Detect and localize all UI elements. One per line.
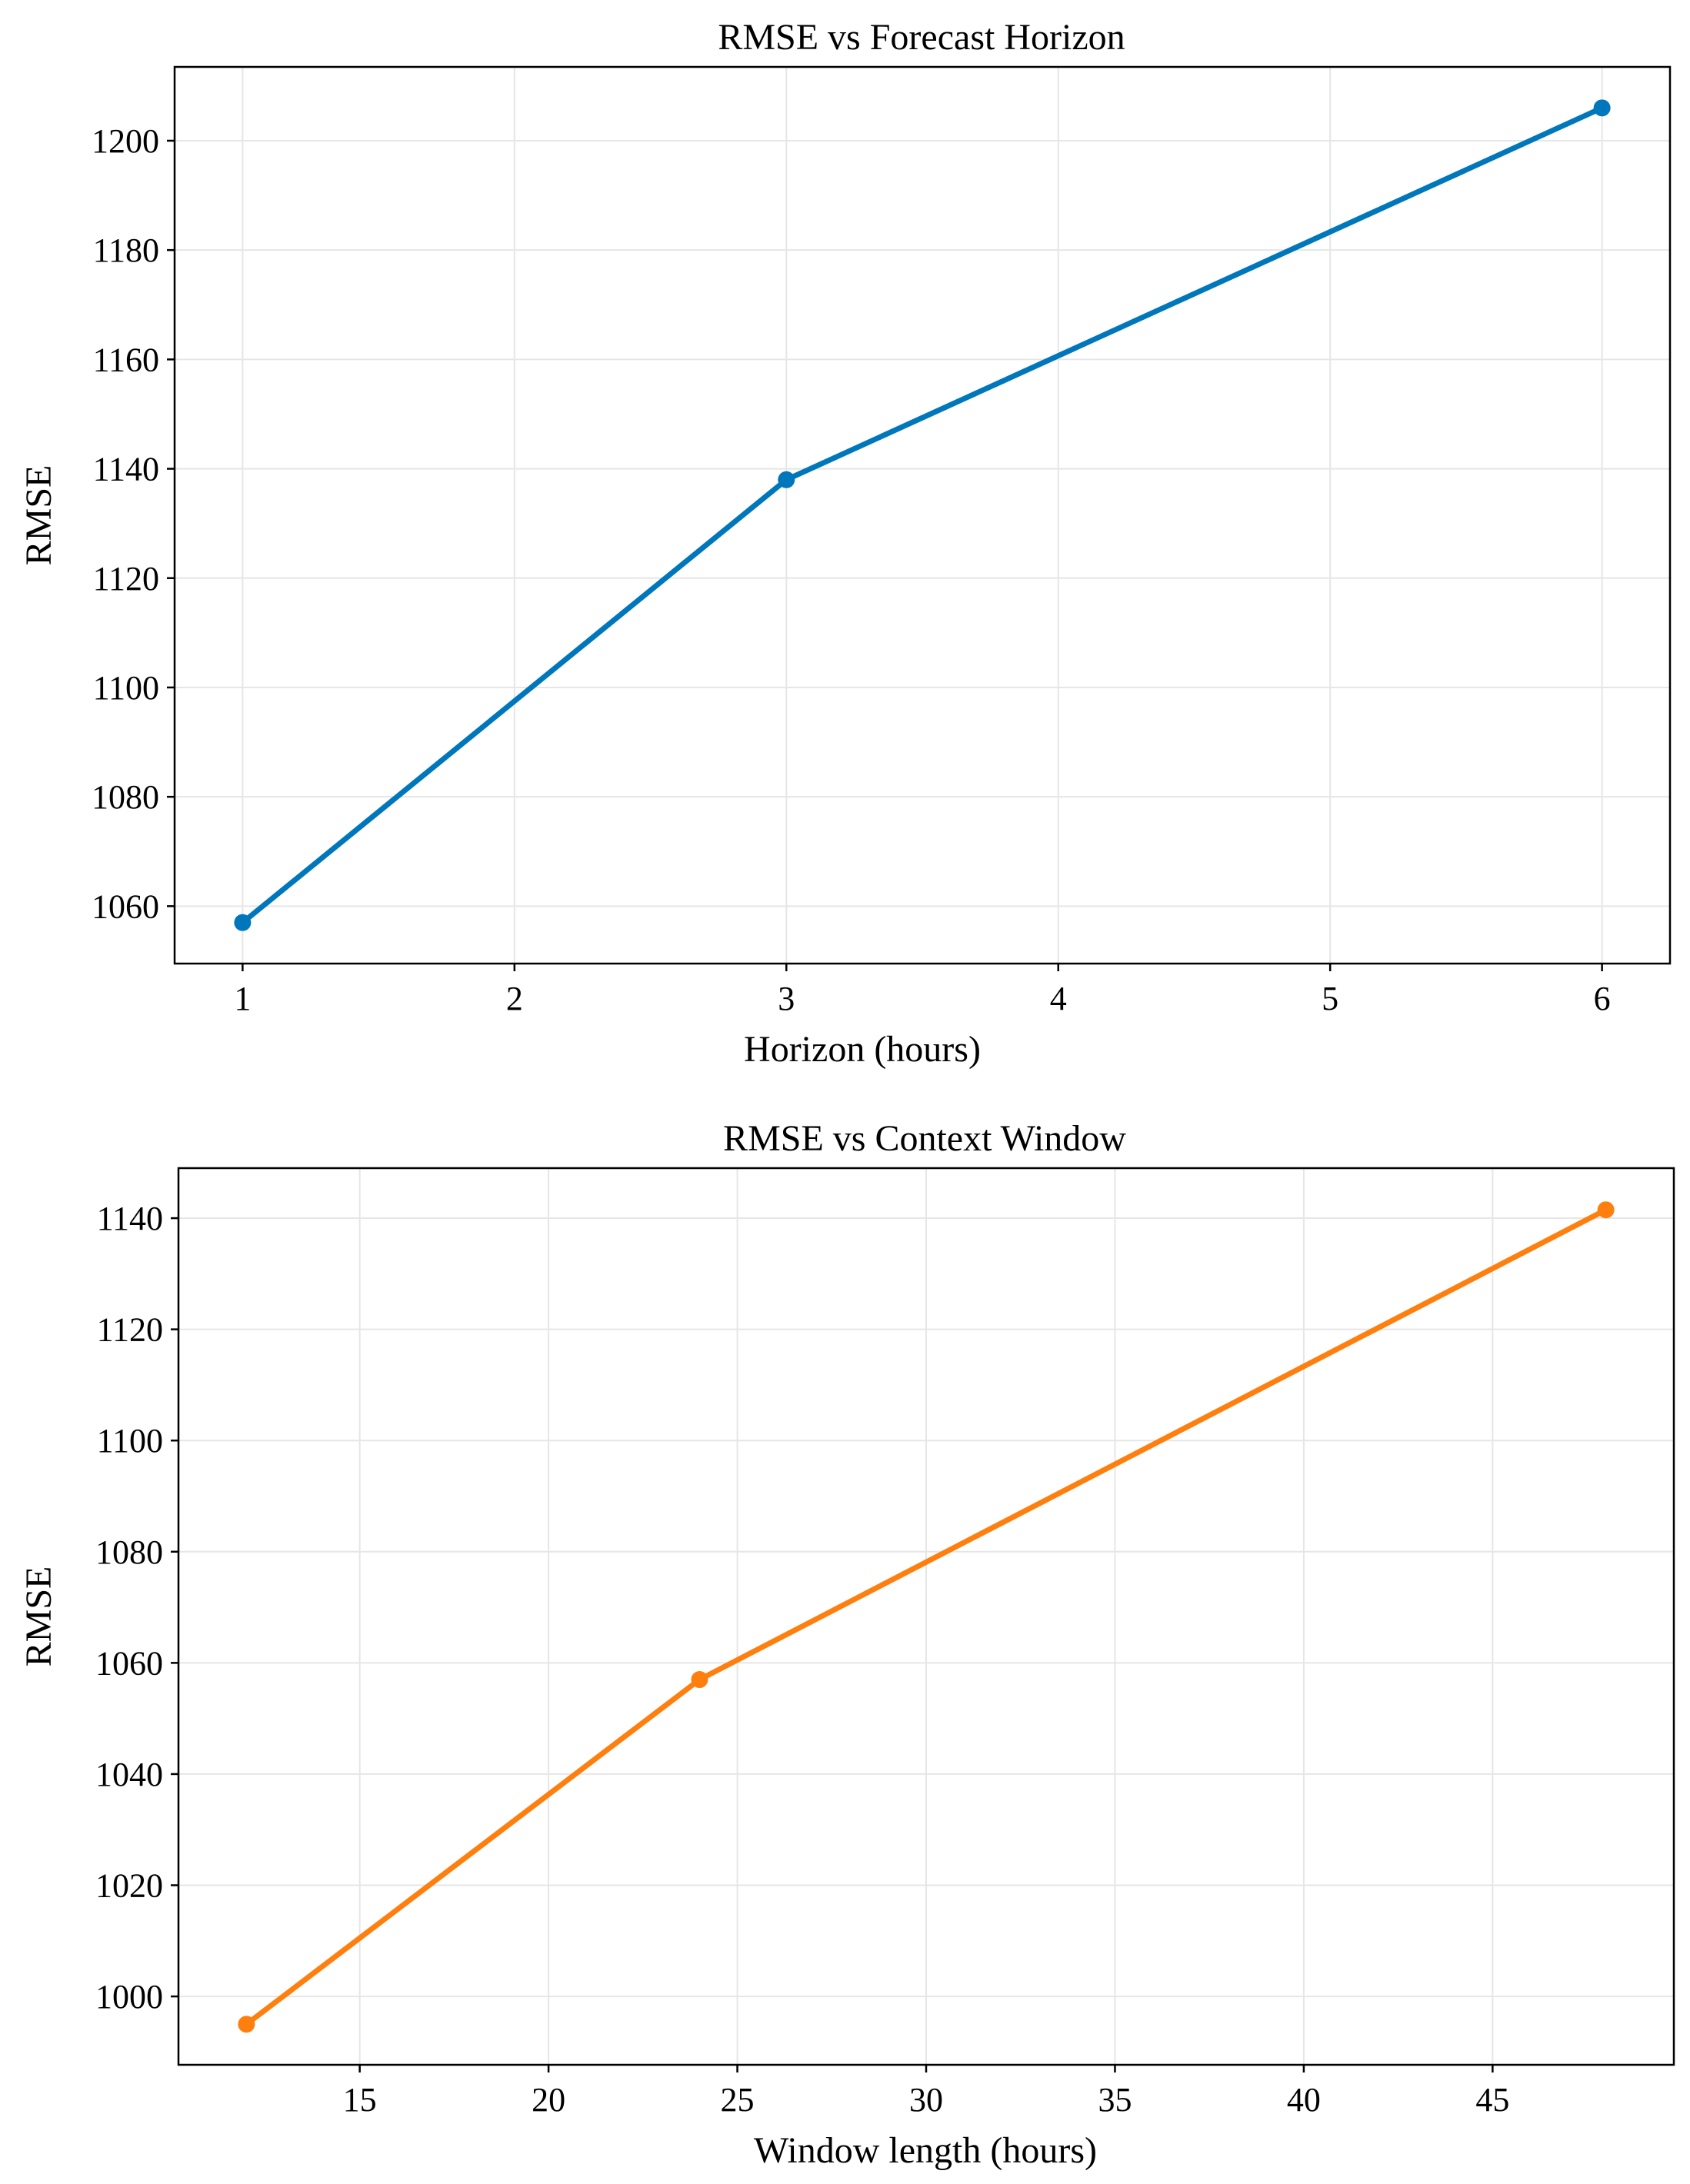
grid: [178, 1168, 1674, 2065]
y-tick-label: 1040: [95, 1756, 163, 1793]
chart-panel-horizon: RMSE vs Forecast Horizon 1 2 3 4 5 6 1060 1080…: [18, 17, 1672, 1070]
x-tick-label: 15: [343, 2081, 377, 2119]
x-tick-label: 6: [1594, 980, 1611, 1017]
y-axis: 1000 1020 1040 1060 1080 1100 1120 1140: [95, 1200, 178, 2016]
y-tick-label: 1060: [92, 887, 159, 925]
data-point: [778, 471, 795, 488]
y-tick-label: 1000: [95, 1978, 163, 2016]
chart-title: RMSE vs Forecast Horizon: [718, 17, 1125, 58]
data-point: [1597, 1201, 1615, 1219]
x-tick-label: 4: [1050, 980, 1067, 1017]
x-axis-label: Horizon (hours): [744, 1029, 981, 1070]
x-tick-label: 2: [506, 980, 523, 1017]
y-tick-label: 1100: [97, 1422, 163, 1460]
x-tick-label: 20: [532, 2081, 565, 2119]
y-axis: 1060 1080 1100 1120 1140 1160 1180 1200: [92, 122, 175, 925]
y-axis-label: RMSE: [18, 1566, 59, 1667]
chart-panel-context-window: RMSE vs Context Window 15 20 25 30 35 40 45 10…: [18, 1118, 1675, 2171]
x-tick-label: 35: [1098, 2081, 1132, 2119]
y-tick-label: 1080: [92, 778, 159, 816]
series-layer: [234, 99, 1611, 931]
plot-frame: [173, 65, 1672, 965]
x-tick-label: 3: [778, 980, 795, 1017]
y-tick-label: 1200: [92, 122, 159, 160]
series-line: [239, 105, 1605, 926]
data-point: [1593, 99, 1611, 117]
y-tick-label: 1140: [97, 1200, 163, 1237]
x-tick-label: 45: [1475, 2081, 1509, 2119]
data-point: [691, 1671, 708, 1689]
y-tick-label: 1020: [95, 1867, 163, 1905]
x-axis: 15 20 25 30 35 40 45: [343, 2065, 1509, 2119]
data-point: [238, 2016, 255, 2033]
data-point: [234, 914, 252, 931]
y-tick-label: 1180: [93, 231, 159, 269]
x-tick-label: 25: [721, 2081, 755, 2119]
x-tick-label: 1: [234, 980, 251, 1017]
y-tick-label: 1080: [95, 1533, 163, 1571]
x-tick-label: 30: [909, 2081, 943, 2119]
x-axis-label: Window length (hours): [754, 2130, 1097, 2171]
y-tick-label: 1140: [93, 451, 159, 488]
y-tick-label: 1160: [93, 341, 159, 378]
y-tick-label: 1100: [93, 669, 159, 707]
x-axis: 1 2 3 4 5 6: [234, 964, 1611, 1017]
y-tick-label: 1120: [93, 560, 159, 598]
x-tick-label: 40: [1287, 2081, 1321, 2119]
grid: [175, 67, 1670, 964]
y-tick-label: 1120: [97, 1311, 163, 1349]
series-layer: [238, 1201, 1615, 2033]
x-tick-label: 5: [1322, 980, 1338, 1017]
y-tick-label: 1060: [95, 1644, 163, 1682]
y-axis-label: RMSE: [18, 465, 59, 566]
chart-title: RMSE vs Context Window: [723, 1118, 1126, 1159]
